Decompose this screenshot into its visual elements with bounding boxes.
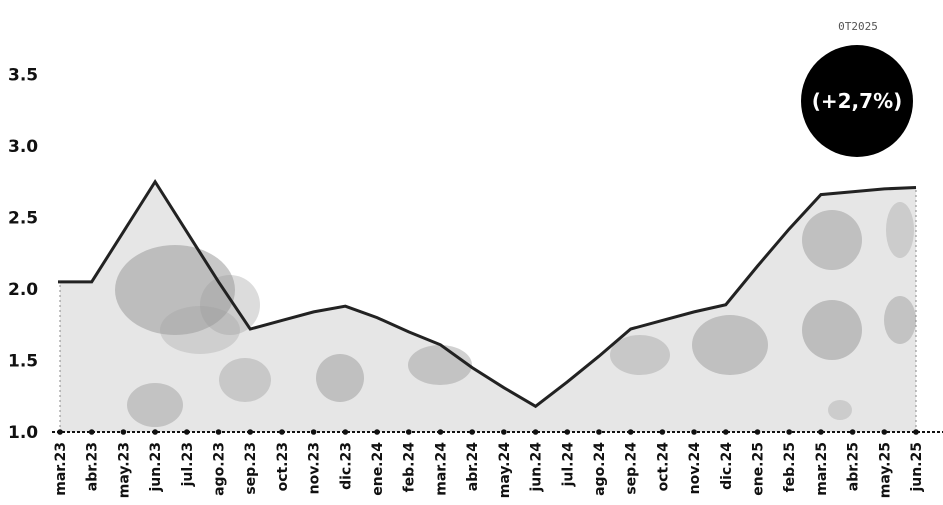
x-tick-label: abr.25: [846, 442, 862, 491]
x-tick-label: mar.24: [433, 442, 449, 496]
x-tick-label: may.23: [116, 442, 132, 498]
x-tick-label: nov.24: [687, 442, 703, 495]
texture-blot: [115, 245, 235, 335]
x-tick-label: sep.23: [243, 442, 259, 495]
texture-blot: [802, 300, 862, 360]
x-tick-label: may.25: [877, 442, 893, 498]
x-tick-mark: [405, 429, 412, 435]
x-tick-label: mar.23: [53, 442, 69, 496]
texture-blot: [127, 383, 183, 427]
y-tick-label: 3.0: [8, 137, 38, 157]
x-tick-mark: [881, 429, 888, 435]
texture-blots: [115, 202, 916, 427]
y-tick-label: 1.5: [8, 352, 38, 372]
x-tick-label: mar.25: [814, 442, 830, 496]
x-tick-label: oct.23: [275, 442, 291, 491]
x-tick-mark: [849, 429, 856, 435]
x-tick-label: ago.24: [592, 442, 608, 496]
texture-blot: [160, 306, 240, 354]
y-tick-label: 1.0: [8, 423, 38, 443]
badge: 0T2025 (+2,7%): [801, 20, 913, 157]
x-tick-mark: [247, 429, 254, 435]
x-tick-mark: [57, 429, 63, 435]
texture-blot: [219, 358, 271, 402]
y-tick-label: 2.0: [8, 280, 38, 300]
x-tick-mark: [532, 429, 539, 435]
texture-blot: [884, 296, 916, 344]
x-tick-label: oct.24: [655, 442, 671, 492]
badge-value: (+2,7%): [812, 89, 903, 113]
x-tick-mark: [596, 429, 602, 435]
area-fill: [60, 181, 916, 432]
x-tick-mark: [342, 429, 349, 435]
x-tick-mark: [786, 429, 792, 435]
x-tick-mark: [152, 429, 158, 435]
x-tick-label: nov.23: [307, 442, 323, 494]
series-line-layer: [58, 178, 917, 432]
x-tick-mark: [215, 429, 222, 435]
x-tick-label: ene.25: [750, 442, 766, 496]
x-tick-label: feb.25: [782, 442, 798, 492]
x-tick-mark: [88, 429, 95, 435]
x-tick-label: feb.24: [402, 442, 418, 493]
texture-blot: [316, 354, 364, 402]
x-tick-mark: [691, 429, 697, 435]
y-axis-ticks: 1.0 1.5 2.0 2.5 3.0 3.5: [8, 66, 38, 444]
badge-label: 0T2025: [838, 20, 878, 33]
x-tick-mark: [754, 429, 761, 435]
x-tick-label: jun.23: [148, 442, 164, 493]
texture-blot: [692, 315, 768, 375]
x-axis: [52, 429, 943, 435]
x-tick-mark: [659, 429, 666, 435]
texture-blot: [408, 345, 472, 385]
y-tick-label: 2.5: [8, 209, 38, 229]
x-tick-mark: [374, 429, 380, 435]
texture-blot: [828, 400, 852, 420]
x-tick-label: jul.23: [180, 442, 196, 487]
x-tick-mark: [627, 429, 634, 435]
x-tick-mark: [469, 429, 475, 435]
x-tick-label: abr.24: [465, 442, 481, 491]
x-tick-label: dic.23: [338, 442, 354, 490]
x-tick-mark: [722, 429, 729, 435]
x-tick-mark: [184, 429, 190, 435]
x-tick-mark: [913, 429, 919, 435]
x-tick-mark: [501, 429, 507, 435]
x-tick-label: dic.24: [719, 442, 735, 490]
x-tick-label: ago.23: [212, 442, 228, 496]
x-tick-mark: [564, 429, 571, 435]
x-tick-label: jun.25: [909, 442, 925, 493]
x-tick-label: sep.24: [624, 442, 640, 495]
x-tick-label: jun.24: [529, 442, 545, 493]
texture-blot: [802, 210, 862, 270]
x-tick-label: jul.24: [560, 442, 576, 488]
x-tick-mark: [310, 429, 317, 435]
y-tick-label: 3.5: [8, 66, 38, 86]
texture-blot: [886, 202, 914, 258]
x-tick-mark: [818, 429, 824, 435]
area-fill-layer: [60, 181, 916, 432]
texture-blot: [610, 335, 670, 375]
x-tick-label: may.24: [497, 442, 513, 499]
x-tick-label: abr.23: [85, 442, 101, 491]
badge-circle: [801, 45, 913, 157]
series-line: [58, 178, 917, 409]
x-tick-mark: [120, 429, 127, 435]
x-tick-mark: [279, 429, 285, 435]
x-tick-mark: [437, 429, 444, 435]
x-axis-ticks: mar.23 abr.23 may.23 jun.23 jul.23 ago.23 sep.…: [53, 442, 925, 499]
x-tick-label: ene.24: [370, 442, 386, 496]
